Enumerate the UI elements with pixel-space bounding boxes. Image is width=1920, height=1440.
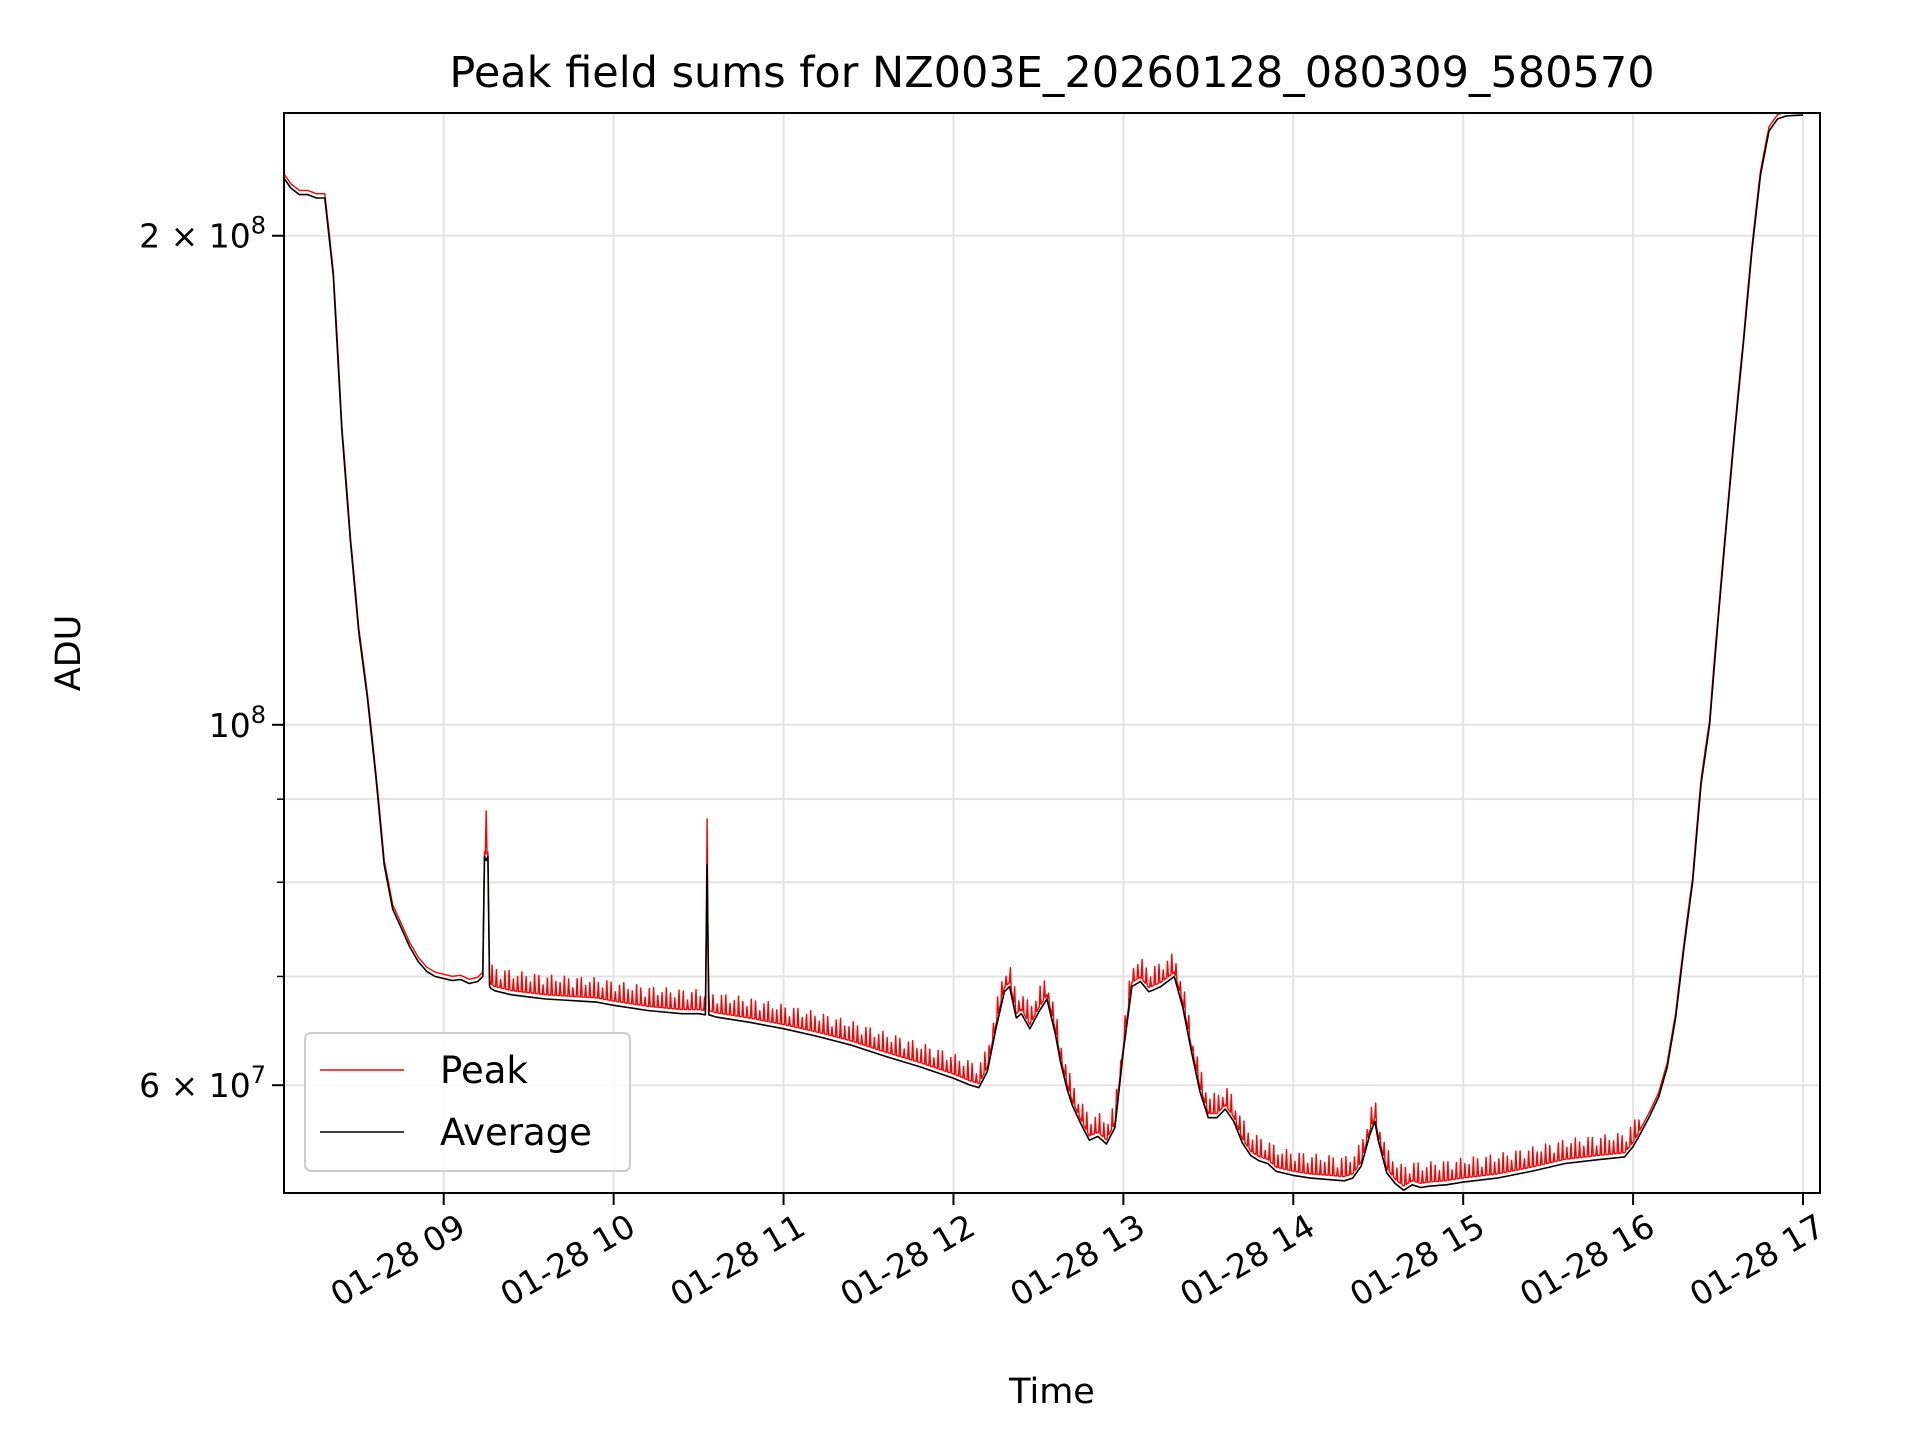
y-axis: 6 × 107 108 2 × 108 — [139, 212, 284, 1105]
legend-label-average: Average — [440, 1111, 592, 1154]
y-axis-label: ADU — [49, 615, 89, 692]
legend-label-peak: Peak — [440, 1049, 528, 1092]
series-layer — [283, 112, 1804, 1192]
y-tick-label: 2 × 108 — [139, 212, 266, 256]
legend: Peak Average — [304, 1032, 631, 1172]
y-tick-label: 6 × 107 — [139, 1061, 266, 1105]
axes-frame — [283, 112, 1821, 1194]
y-tick-label: 108 — [209, 701, 266, 745]
legend-box — [304, 1032, 631, 1172]
series-line-peak — [283, 112, 1803, 1187]
x-axis-label: Time — [1008, 1372, 1095, 1412]
grid — [284, 113, 1820, 1193]
series-line-average — [283, 114, 1804, 1192]
chart-title: Peak field sums for NZ003E_20260128_0803… — [449, 48, 1654, 98]
